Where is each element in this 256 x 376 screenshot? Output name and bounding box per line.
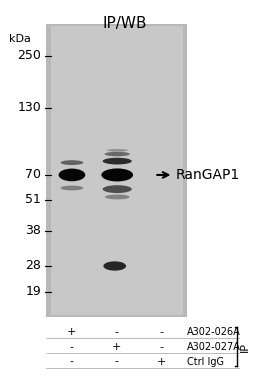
Text: 51: 51 bbox=[25, 193, 41, 206]
Ellipse shape bbox=[105, 152, 130, 156]
Text: -: - bbox=[70, 342, 74, 352]
Text: RanGAP1: RanGAP1 bbox=[176, 168, 240, 182]
Ellipse shape bbox=[60, 160, 83, 165]
Text: -: - bbox=[159, 342, 163, 352]
Text: 70: 70 bbox=[25, 168, 41, 182]
Ellipse shape bbox=[105, 194, 130, 199]
Text: +: + bbox=[67, 327, 77, 337]
Text: IP: IP bbox=[240, 342, 250, 352]
Ellipse shape bbox=[106, 149, 128, 152]
Text: A302-026A: A302-026A bbox=[187, 327, 240, 337]
Ellipse shape bbox=[103, 185, 132, 193]
Ellipse shape bbox=[59, 168, 85, 181]
Text: 28: 28 bbox=[25, 259, 41, 272]
Text: +: + bbox=[156, 356, 166, 367]
Ellipse shape bbox=[103, 158, 132, 164]
Text: -: - bbox=[114, 327, 119, 337]
Text: Ctrl IgG: Ctrl IgG bbox=[187, 356, 223, 367]
Text: 250: 250 bbox=[17, 49, 41, 62]
Text: -: - bbox=[114, 356, 119, 367]
Text: 38: 38 bbox=[25, 224, 41, 237]
Text: +: + bbox=[112, 342, 121, 352]
FancyBboxPatch shape bbox=[51, 26, 183, 315]
Text: -: - bbox=[70, 356, 74, 367]
Text: kDa: kDa bbox=[9, 34, 31, 44]
FancyBboxPatch shape bbox=[46, 24, 187, 317]
Ellipse shape bbox=[101, 168, 133, 182]
Text: 19: 19 bbox=[25, 285, 41, 298]
Text: IP/WB: IP/WB bbox=[103, 15, 147, 30]
Ellipse shape bbox=[60, 186, 83, 190]
Ellipse shape bbox=[103, 261, 126, 271]
Text: A302-027A: A302-027A bbox=[187, 342, 240, 352]
Text: -: - bbox=[159, 327, 163, 337]
Text: 130: 130 bbox=[17, 101, 41, 114]
